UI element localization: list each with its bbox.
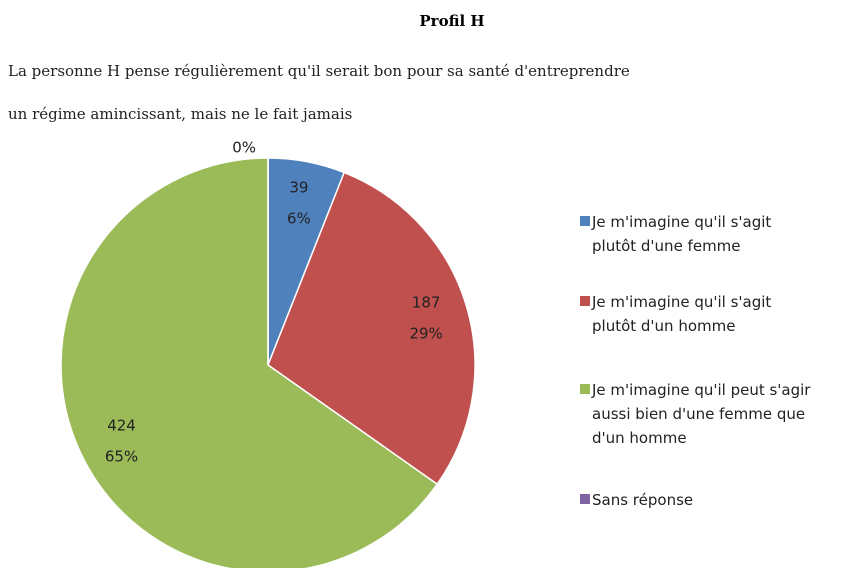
legend-swatch — [580, 384, 590, 394]
legend-label: Sans réponse — [592, 491, 694, 509]
legend-item: Je m'imagine qu'il s'agit plutôt d'une f… — [580, 210, 830, 258]
legend-item: Je m'imagine qu'il s'agit plutôt d'un ho… — [580, 290, 830, 338]
chart-title: Profil H — [419, 12, 484, 30]
data-label: 6% — [287, 209, 311, 227]
data-label: 424 — [107, 416, 136, 434]
legend-swatch — [580, 216, 590, 226]
data-label: 29% — [409, 324, 442, 342]
legend-item: Sans réponse — [580, 488, 830, 512]
data-label: 187 — [412, 293, 441, 311]
legend-item: Je m'imagine qu'il peut s'agir aussi bie… — [580, 378, 830, 450]
legend-label: Je m'imagine qu'il s'agit plutôt d'une f… — [592, 213, 772, 255]
legend-label: Je m'imagine qu'il peut s'agir aussi bie… — [592, 381, 811, 447]
legend-swatch — [580, 296, 590, 306]
data-label: 39 — [289, 178, 308, 196]
legend-label: Je m'imagine qu'il s'agit plutôt d'un ho… — [592, 293, 772, 335]
subtitle: un régime amincissant, mais ne le fait j… — [8, 105, 352, 123]
data-label: 65% — [105, 447, 138, 465]
pie-slice — [60, 157, 439, 568]
legend-swatch — [580, 494, 590, 504]
subtitle: La personne H pense régulièrement qu'il … — [8, 62, 630, 80]
data-label: 0% — [232, 139, 256, 157]
pie-slice — [267, 171, 476, 486]
